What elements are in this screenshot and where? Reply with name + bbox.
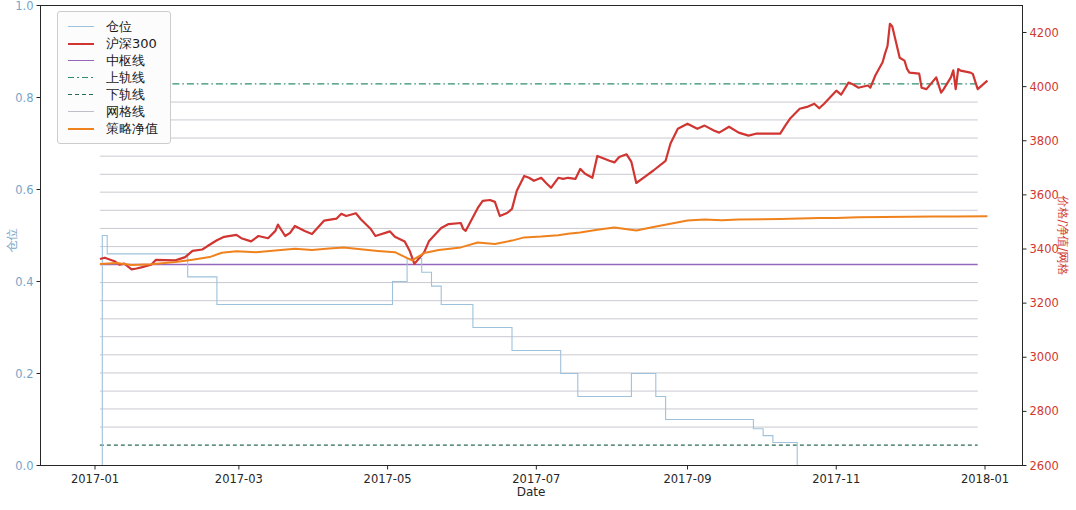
x-tick-label: 2017-07 (512, 472, 560, 486)
left-tick-label: 0.8 (15, 91, 33, 105)
position-line-swatch (68, 26, 94, 27)
legend-item-position: 仓位 (68, 18, 158, 35)
legend-label: 策略净值 (106, 120, 158, 138)
right-tick-label: 3800 (1030, 134, 1059, 148)
legend-item-lower-band: 下轨线 (68, 86, 158, 103)
legend-label: 下轨线 (106, 86, 145, 104)
legend-label: 仓位 (106, 18, 132, 36)
nav-line-swatch (68, 128, 94, 130)
left-tick-label: 0.2 (15, 367, 33, 381)
pivot-line-swatch (68, 60, 94, 61)
x-tick-label: 2017-05 (364, 472, 412, 486)
left-tick-label: 0.0 (15, 459, 33, 473)
hs300-line-swatch (68, 43, 94, 45)
hs300-line (100, 24, 988, 269)
right-tick-label: 2800 (1030, 404, 1059, 418)
legend-item-nav: 策略净值 (68, 120, 158, 137)
left-y-axis-label: 仓位 (4, 216, 21, 266)
x-axis-label: Date (491, 485, 571, 499)
legend-label: 上轨线 (106, 69, 145, 87)
grid-line-swatch (68, 111, 94, 112)
right-tick-label: 3200 (1030, 296, 1059, 310)
x-tick-label: 2017-01 (71, 472, 119, 486)
x-tick-label: 2017-03 (215, 472, 263, 486)
legend-item-upper-band: 上轨线 (68, 69, 158, 86)
left-tick-label: 1.0 (15, 0, 33, 13)
legend-label: 沪深300 (106, 35, 157, 53)
legend-item-pivot: 中枢线 (68, 52, 158, 69)
right-tick-label: 2600 (1030, 459, 1059, 473)
x-tick-label: 2018-01 (961, 472, 1009, 486)
right-tick-label: 4000 (1030, 80, 1059, 94)
right-tick-label: 3000 (1030, 350, 1059, 364)
right-tick-label: 4200 (1030, 26, 1059, 40)
legend-label: 中枢线 (106, 52, 145, 70)
x-tick-label: 2017-11 (812, 472, 860, 486)
legend-item-grid-lines: 网格线 (68, 103, 158, 120)
left-tick-label: 0.6 (15, 183, 33, 197)
legend-label: 网格线 (106, 103, 145, 121)
lower-band-line-swatch (68, 94, 94, 96)
x-tick-label: 2017-09 (663, 472, 711, 486)
legend-item-hs300: 沪深300 (68, 35, 158, 52)
chart-page: { "xlabel": "Date", "chart_data": { "typ… (0, 0, 1076, 510)
legend: 仓位 沪深300 中枢线 上轨线 下轨线 网格线 策略净值 (57, 11, 171, 144)
upper-band-line-swatch (68, 77, 94, 79)
nav-line (100, 216, 988, 265)
position-line (100, 236, 988, 466)
right-y-axis-label: 价格/净值/网格 (1054, 180, 1071, 292)
left-tick-label: 0.4 (15, 275, 33, 289)
